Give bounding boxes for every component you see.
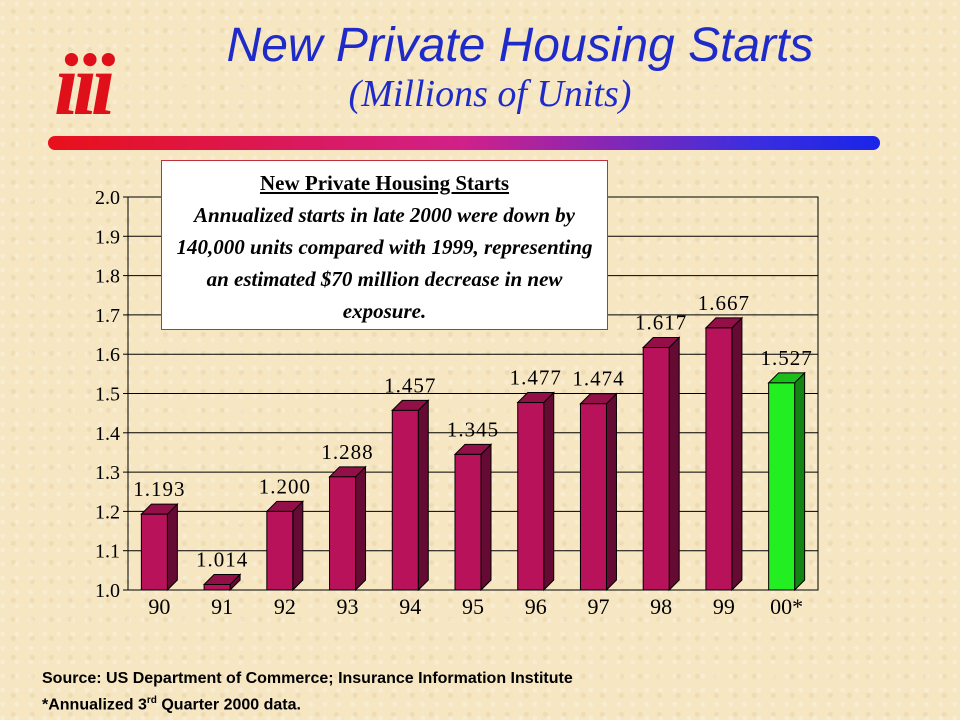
callout-heading: New Private Housing Starts (259, 171, 510, 195)
y-tick-label: 1.1 (95, 541, 120, 563)
bar-front (266, 510, 294, 591)
x-tick-label: 90 (148, 594, 170, 619)
y-tick-label: 1.8 (95, 266, 120, 288)
bar-side (355, 465, 367, 592)
bar-side (731, 316, 743, 592)
data-label: 1.345 (447, 417, 499, 441)
data-label: 1.474 (572, 367, 624, 391)
bar-side (417, 399, 429, 592)
data-label: 1.617 (635, 311, 687, 335)
title-divider (48, 136, 880, 150)
bar-95 (453, 443, 493, 592)
bar-side (292, 500, 304, 592)
data-label: 1.457 (384, 373, 436, 397)
y-tick-label: 1.5 (95, 384, 120, 406)
bar-front (642, 347, 670, 591)
bar-92 (265, 500, 305, 592)
footnote-sup: rd (146, 695, 157, 706)
bar-front (203, 583, 231, 591)
bar-front (329, 476, 357, 591)
bar-99 (704, 316, 744, 592)
data-label: 1.288 (321, 440, 373, 464)
x-tick-label: 91 (211, 594, 233, 619)
x-tick-label: 00* (770, 594, 803, 619)
data-label: 1.477 (510, 366, 562, 390)
y-tick-label: 1.0 (95, 580, 120, 602)
bar-94 (391, 399, 430, 592)
bar-93 (328, 465, 367, 592)
y-tick-label: 1.2 (95, 501, 120, 523)
bar-side (543, 391, 555, 592)
y-tick-label: 1.7 (95, 305, 120, 327)
x-tick-label: 96 (525, 594, 547, 619)
y-tick-label: 2.0 (95, 187, 120, 209)
y-tick-label: 1.4 (95, 423, 120, 445)
page-title: New Private Housing Starts (226, 19, 814, 72)
bar-front (454, 453, 482, 591)
source-line: Source: US Department of Commerce; Insur… (42, 670, 573, 687)
bar-front (768, 382, 796, 591)
x-tick-label: 92 (274, 594, 296, 619)
source-note: Source: US Department of Commerce; Insur… (42, 668, 842, 716)
footnote-prefix: *Annualized 3 (42, 696, 147, 714)
x-tick-label: 95 (462, 594, 484, 619)
bar-front (705, 327, 733, 591)
y-tick-label: 1.6 (95, 344, 120, 366)
bar-side (794, 371, 806, 592)
data-label: 1.014 (196, 547, 248, 571)
bar-front (517, 402, 545, 591)
bar-98 (641, 336, 681, 592)
data-label: 1.200 (259, 474, 311, 498)
data-label: 1.193 (133, 477, 185, 501)
data-label: 1.667 (698, 291, 750, 315)
bar-96 (516, 391, 555, 592)
x-tick-label: 98 (650, 594, 672, 619)
page-subtitle: (Millions of Units) (348, 73, 632, 115)
bar-front (140, 513, 168, 591)
bar-side (166, 502, 178, 592)
y-tick-label: 1.3 (95, 462, 120, 484)
iii-logo: iii (54, 44, 122, 124)
x-tick-label: 94 (399, 594, 421, 619)
bar-side (668, 336, 680, 592)
bar-side (605, 392, 617, 592)
footnote: *Annualized 3rd Quarter 2000 data. (42, 690, 842, 716)
bar-97 (579, 392, 618, 592)
data-label: 1.527 (761, 346, 813, 370)
y-tick-label: 1.9 (95, 226, 120, 248)
bar-90 (140, 502, 179, 592)
callout-body: Annualized starts in late 2000 were down… (176, 203, 593, 323)
footnote-suffix: Quarter 2000 data. (156, 696, 301, 714)
bar-side (480, 443, 492, 592)
bar-front (579, 403, 607, 591)
x-tick-label: 99 (713, 594, 735, 619)
callout-box: New Private Housing Starts Annualized st… (161, 160, 608, 330)
bar-00-est (767, 371, 806, 592)
x-tick-label: 97 (587, 594, 609, 619)
bar-91 (202, 573, 242, 592)
bar-front (391, 409, 419, 591)
x-tick-label: 93 (337, 594, 359, 619)
